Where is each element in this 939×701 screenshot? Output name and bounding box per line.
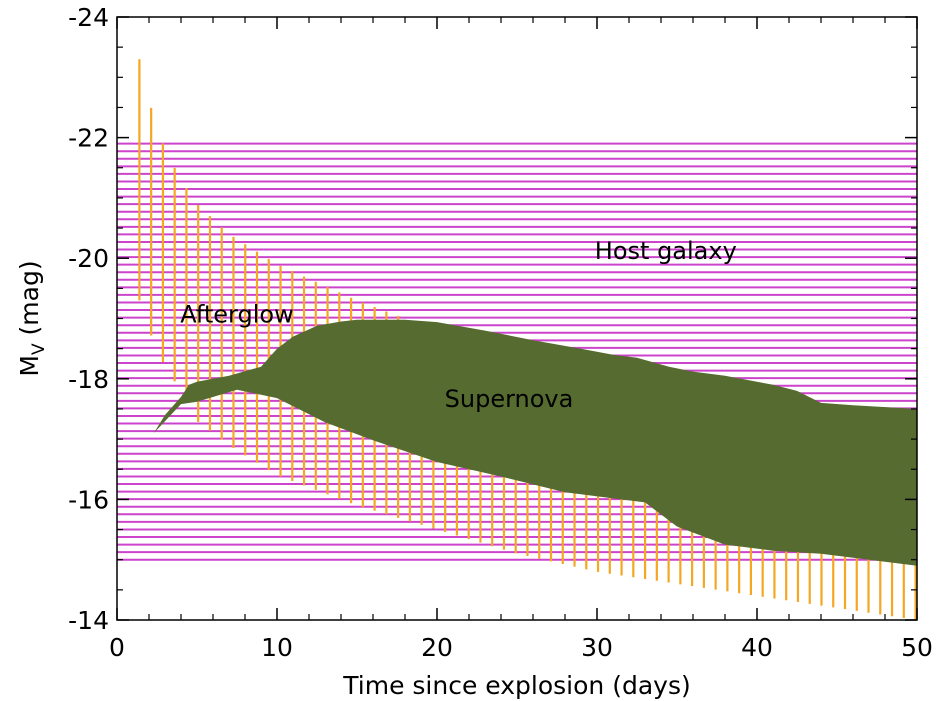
axis-ticks: 0 10 20 30 40 50 -24 -22 -20 -18 -16 -14 bbox=[68, 3, 933, 662]
y-axis-label-main: M bbox=[15, 355, 44, 377]
x-tick-label: 50 bbox=[901, 633, 933, 662]
x-tick-label: 20 bbox=[421, 633, 453, 662]
y-tick-label: -24 bbox=[68, 3, 109, 32]
y-tick-label: -14 bbox=[68, 606, 109, 635]
annotation-afterglow: Afterglow bbox=[180, 300, 293, 328]
y-tick-label: -18 bbox=[68, 365, 109, 394]
y-tick-label: -16 bbox=[68, 485, 109, 514]
annotations: Host galaxy Afterglow Supernova bbox=[180, 237, 737, 413]
x-tick-label: 40 bbox=[741, 633, 773, 662]
x-tick-label: 30 bbox=[581, 633, 613, 662]
x-axis-label: Time since explosion (days) bbox=[342, 671, 690, 700]
y-axis-label: MV (mag) bbox=[15, 260, 49, 376]
y-tick-label: -22 bbox=[68, 124, 109, 153]
y-tick-label: -20 bbox=[68, 244, 109, 273]
supernova-area bbox=[153, 319, 917, 566]
annotation-supernova: Supernova bbox=[445, 385, 574, 413]
y-axis-label-sub: V bbox=[29, 343, 49, 355]
supernova-band bbox=[153, 319, 917, 566]
x-tick-label: 0 bbox=[109, 633, 125, 662]
y-axis-label-rest: (mag) bbox=[15, 260, 44, 343]
annotation-host-galaxy: Host galaxy bbox=[595, 237, 737, 265]
x-tick-label: 10 bbox=[261, 633, 293, 662]
